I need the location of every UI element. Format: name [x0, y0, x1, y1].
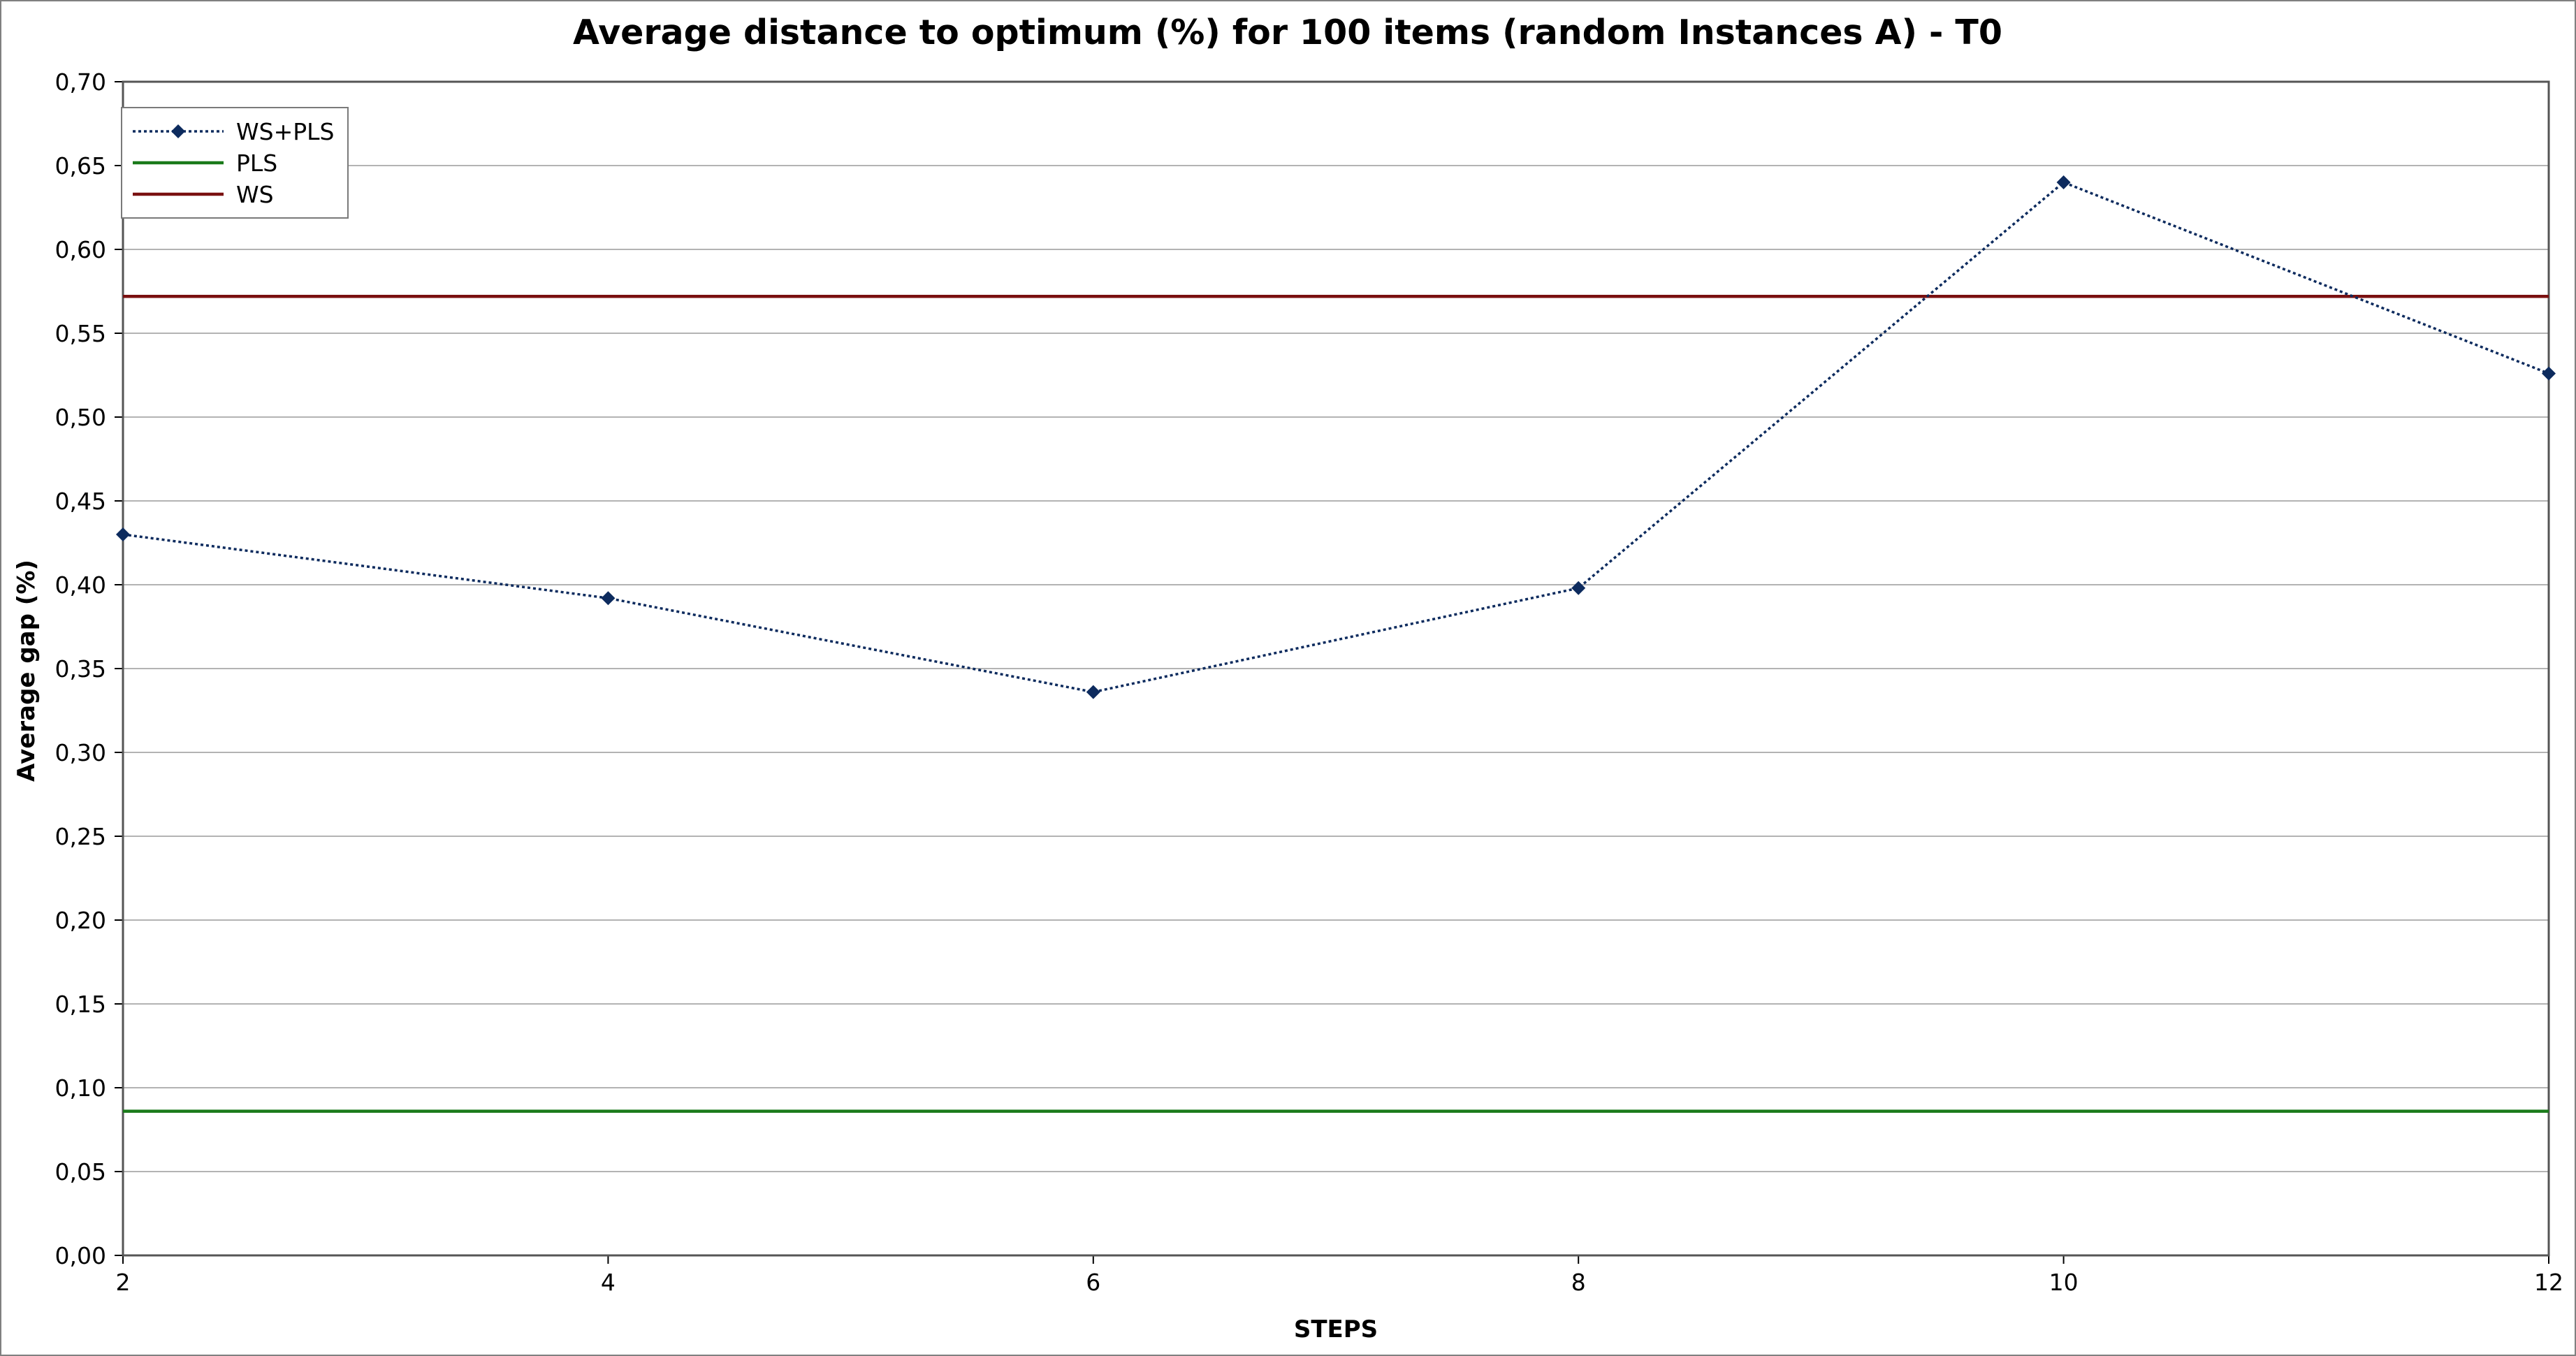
x-tick-label: 6	[1086, 1269, 1100, 1296]
y-tick-label: 0,20	[55, 907, 106, 934]
y-tick-label: 0,25	[55, 823, 106, 850]
y-tick-label: 0,00	[55, 1242, 106, 1269]
y-tick-label: 0,30	[55, 739, 106, 766]
y-tick-label: 0,55	[55, 320, 106, 347]
chart-title: Average distance to optimum (%) for 100 …	[573, 13, 2002, 52]
y-tick-labels: 0,00 0,05 0,10 0,15 0,20 0,25 0,30 0,35 0,40 0,45…	[55, 68, 106, 1269]
x-tick-label: 8	[1571, 1269, 1586, 1296]
data-point-ws-pls	[1086, 685, 1100, 699]
y-tick-label: 0,40	[55, 571, 106, 599]
data-point-ws-pls	[2542, 366, 2556, 381]
data-point-ws-pls	[2056, 175, 2071, 189]
data-point-ws-pls	[601, 591, 616, 606]
y-tick-label: 0,45	[55, 488, 106, 515]
y-tick-label: 0,65	[55, 152, 106, 180]
x-tick-labels: 2 4 6 8 10 12	[116, 1269, 2564, 1296]
y-tick-label: 0,10	[55, 1074, 106, 1102]
series-line-ws-pls	[122, 180, 2549, 694]
x-tick-label: 4	[601, 1269, 616, 1296]
x-tick-label: 2	[116, 1269, 131, 1296]
x-tick-label: 10	[2049, 1269, 2079, 1296]
y-axis-title: Average gap (%)	[13, 560, 41, 782]
y-tick-label: 0,60	[55, 236, 106, 263]
data-point-ws-pls	[1571, 581, 1586, 595]
axes	[115, 80, 2550, 1264]
x-tick-label: 12	[2534, 1269, 2563, 1296]
y-tick-label: 0,15	[55, 991, 106, 1018]
data-point-ws-pls	[116, 527, 130, 541]
y-tick-label: 0,50	[55, 404, 106, 431]
legend-label-ws: WS	[236, 181, 274, 208]
legend-label-pls: PLS	[236, 150, 277, 177]
y-tick-label: 0,05	[55, 1158, 106, 1186]
y-tick-label: 0,35	[55, 655, 106, 683]
legend: WS+PLS PLS WS	[121, 107, 349, 219]
x-axis-title: STEPS	[1294, 1315, 1378, 1343]
legend-marker-ws-pls	[171, 124, 185, 138]
legend-label-ws-pls: WS+PLS	[236, 118, 334, 145]
y-tick-label: 0,70	[55, 68, 106, 96]
plot-area-border	[122, 80, 2550, 1257]
series-lines	[116, 175, 2556, 1113]
